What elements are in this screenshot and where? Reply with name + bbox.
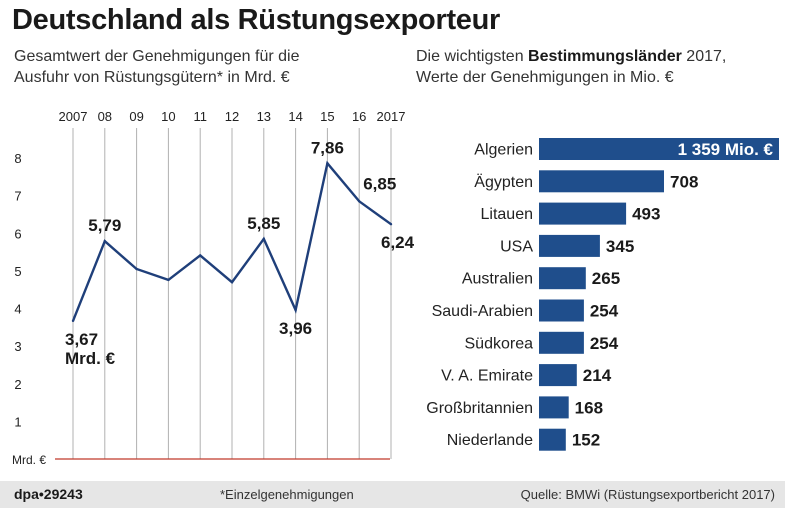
line-chart-subtitle-line2: Ausfuhr von Rüstungsgütern* in Mrd. € [14,69,290,86]
x-tick-label: 2007 [59,109,88,124]
y-tick-label: 8 [14,151,21,166]
data-label: 6,85 [363,174,396,193]
bar-chart-subtitle-line1: Die wichtigsten Bestimmungsländer 2017, [416,46,726,67]
data-point-3 [167,278,170,282]
bar-value-label: 214 [583,366,612,385]
bar-chart-subtitle-prefix: Die wichtigsten [416,48,529,65]
y-tick-label: 4 [14,302,21,317]
bar-value-label: 254 [590,334,619,353]
x-tick-label: 16 [352,109,366,124]
page-title: Deutschland als Rüstungsexporteur [12,4,501,36]
y-tick-label: 1 [14,414,21,429]
logo-number: 29243 [43,486,83,502]
data-point-10 [389,223,393,226]
bar-9 [539,428,566,451]
bar-category-label: Großbritannien [426,400,533,417]
y-tick-label: 5 [14,264,21,279]
bar-5 [539,299,584,322]
bar-1 [539,170,664,193]
data-point-0 [71,319,75,323]
source-note: Quelle: BMWi (Rüstungsexportbericht 2017… [520,487,775,502]
bar-category-label: V. A. Emirate [441,368,533,385]
data-label: 3,96 [279,319,312,338]
logo-text: dpa [14,486,39,502]
bar-category-label: Australien [462,271,533,288]
footnote: *Einzelgenehmigungen [220,487,354,502]
data-label: 5,79 [88,216,121,235]
x-tick-label: 08 [98,109,112,124]
bar-value-label: 345 [606,237,634,256]
data-point-7 [294,308,297,312]
y-tick-label: 6 [14,226,21,241]
bar-chart-subtitle-line2: Werte der Genehmigungen in Mio. € [416,69,674,86]
bar-8 [539,396,569,419]
bar-category-label: Saudi-Arabien [432,303,533,320]
y-tick-label: 7 [14,189,21,204]
bar-category-label: Ägypten [474,173,533,191]
bar-value-label: 168 [575,398,603,417]
bar-3 [539,234,600,257]
logo-dot: • [38,486,44,502]
bar-category-label: USA [500,238,533,255]
bar-category-label: Litauen [481,206,534,223]
dpa-logo: dpa•29243 [14,486,83,502]
line-chart-subtitle: Gesamtwert der Genehmigungen für die Aus… [14,46,299,88]
data-label: 5,85 [247,214,280,233]
data-point-1 [103,239,107,243]
data-point-8 [326,162,329,165]
y-tick-label: 2 [14,377,21,392]
data-point-2 [135,267,138,271]
footer: dpa•29243 *Einzelgenehmigungen Quelle: B… [0,481,785,508]
data-label: Mrd. € [65,349,116,368]
bar-chart-subtitle: Die wichtigsten Bestimmungsländer 2017, … [416,46,726,88]
bar-chart-subtitle-suffix: 2017, [681,48,727,65]
bar-value-label: 265 [592,269,620,288]
y-tick-label: 3 [14,339,21,354]
x-tick-label: 14 [288,109,302,124]
bar-category-label: Südkorea [465,335,534,352]
bar-category-label: Niederlande [447,432,533,449]
x-tick-label: 11 [193,109,207,124]
line-chart-subtitle-line1: Gesamtwert der Genehmigungen für die [14,48,300,65]
charts-canvas: 2007 08 09 10 11 12 13 14 15 16 2017 8 7 6 5 4 3 2 1 Mrd. €… [12,109,779,467]
x-tick-label: 2017 [377,109,406,124]
data-point-4 [199,254,202,257]
y-unit-label: Mrd. € [12,453,46,467]
data-label: 6,24 [381,233,415,252]
x-tick-label: 09 [129,109,143,124]
data-label: 7,86 [311,138,344,157]
bar-6 [539,331,584,354]
bar-value-label: 493 [632,205,660,224]
bar-7 [539,364,577,387]
bar-value-label: 254 [590,302,619,321]
data-label: 3,67 [65,330,98,349]
bar-0 [539,138,779,160]
bar-value-label: 708 [670,172,698,191]
bar-4 [539,267,586,290]
bar-category-label: Algerien [474,142,533,159]
data-point-9 [358,200,361,203]
x-tick-label: 12 [225,109,239,124]
data-point-6 [262,237,265,241]
x-tick-label: 13 [257,109,271,124]
bar-2 [539,202,627,225]
x-tick-label: 15 [320,109,334,124]
x-tick-label: 10 [161,109,175,124]
bar-value-label: 152 [572,431,600,450]
data-point-5 [230,280,234,284]
bar-value-label: 1 359 Mio. € [678,140,774,159]
bar-chart-subtitle-bold: Bestimmungsländer [528,48,682,65]
